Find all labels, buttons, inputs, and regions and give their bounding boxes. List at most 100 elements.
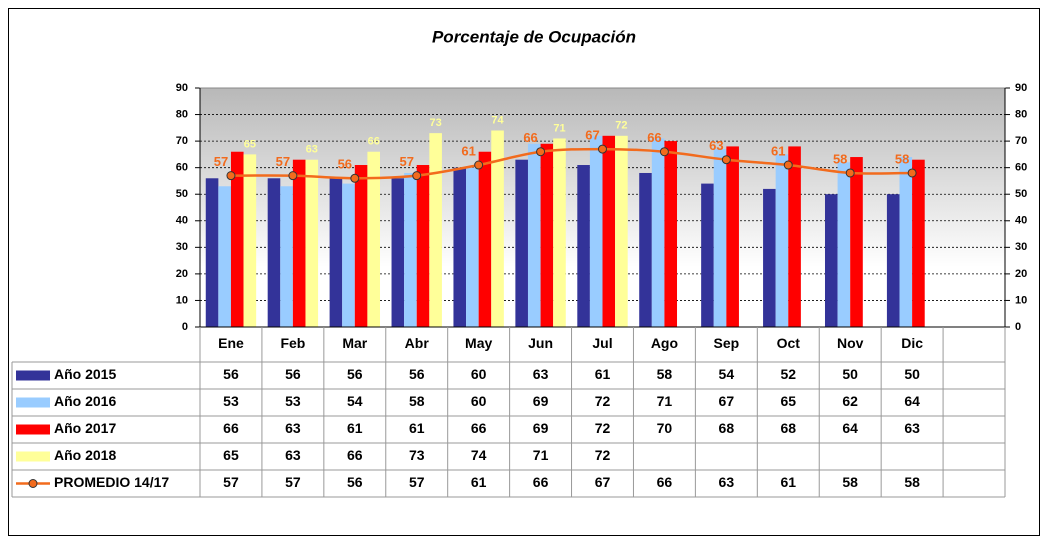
- legend-label: Año 2017: [54, 420, 116, 436]
- table-value: 61: [409, 420, 425, 436]
- table-value: 71: [657, 393, 673, 409]
- chart-title: Porcentaje de Ocupación: [432, 27, 636, 46]
- table-value: 50: [842, 366, 858, 382]
- bar: [305, 159, 319, 327]
- table-value: 58: [904, 474, 920, 490]
- bar: [615, 135, 628, 327]
- line-marker: [474, 160, 484, 170]
- bar: [589, 135, 603, 327]
- line-marker: [226, 171, 236, 181]
- bar: [788, 146, 801, 327]
- bar: [577, 165, 590, 327]
- y2-tick-label: 40: [1015, 215, 1027, 227]
- data-label: 66: [368, 136, 380, 148]
- y-tick-label: 0: [182, 321, 188, 333]
- table-value: 53: [223, 393, 239, 409]
- bar: [763, 188, 776, 327]
- bar: [824, 194, 838, 327]
- bar: [515, 159, 528, 327]
- y2-tick-label: 80: [1015, 108, 1027, 120]
- legend-key: [28, 479, 38, 488]
- x-tick-label: Feb: [280, 335, 305, 351]
- table-value: 58: [842, 474, 858, 490]
- line-marker: [721, 155, 731, 165]
- x-tick-label: Nov: [837, 335, 864, 351]
- table-value: 54: [347, 393, 363, 409]
- bar: [342, 183, 355, 327]
- y-tick-label: 80: [176, 108, 188, 120]
- x-tick-label: Ago: [651, 335, 678, 351]
- table-value: 63: [285, 420, 301, 436]
- table-value: 50: [904, 366, 920, 382]
- table-value: 56: [223, 366, 239, 382]
- x-tick-label: May: [465, 335, 492, 351]
- bar: [205, 178, 219, 327]
- y2-tick-label: 90: [1015, 82, 1027, 94]
- data-label: 61: [771, 143, 785, 158]
- y2-tick-label: 70: [1015, 135, 1027, 147]
- y-tick-label: 60: [176, 162, 188, 174]
- bar: [540, 143, 554, 327]
- bar: [218, 186, 231, 327]
- table-value: 74: [471, 447, 487, 463]
- table-value: 56: [347, 474, 363, 490]
- x-tick-label: Dic: [901, 335, 923, 351]
- bar: [850, 157, 863, 327]
- bar: [664, 141, 678, 327]
- legend-label: Año 2018: [54, 447, 116, 463]
- table-value: 72: [595, 420, 611, 436]
- table-value: 69: [533, 393, 549, 409]
- line-marker: [288, 171, 298, 181]
- legend-label: PROMEDIO 14/17: [54, 474, 169, 490]
- bar: [701, 183, 714, 327]
- table-value: 53: [285, 393, 301, 409]
- bar: [280, 186, 293, 327]
- table-value: 71: [533, 447, 549, 463]
- bar: [886, 194, 900, 327]
- line-marker: [536, 147, 546, 157]
- legend-label: Año 2015: [54, 366, 116, 382]
- table-value: 64: [842, 420, 858, 436]
- table-value: 73: [409, 447, 425, 463]
- line-marker: [659, 147, 669, 157]
- legend-key: [16, 424, 50, 435]
- table-value: 63: [285, 447, 301, 463]
- x-tick-label: Ene: [218, 335, 244, 351]
- bar: [726, 146, 739, 327]
- legend-key: [16, 397, 50, 408]
- line-marker: [845, 168, 855, 178]
- x-tick-label: Jun: [528, 335, 553, 351]
- bar: [651, 138, 665, 327]
- data-label: 57: [399, 154, 413, 169]
- data-label: 56: [338, 157, 352, 172]
- bar: [527, 143, 541, 327]
- y-tick-label: 40: [176, 215, 188, 227]
- table-value: 60: [471, 393, 487, 409]
- table-value: 63: [533, 366, 549, 382]
- bar: [429, 133, 442, 327]
- table-value: 66: [533, 474, 549, 490]
- y-tick-label: 50: [176, 188, 188, 200]
- data-label: 57: [276, 154, 290, 169]
- line-marker: [412, 171, 422, 181]
- table-value: 56: [347, 366, 363, 382]
- x-tick-label: Sep: [714, 335, 740, 351]
- bar: [713, 149, 727, 327]
- y-tick-label: 30: [176, 241, 188, 253]
- data-label: 65: [244, 138, 256, 150]
- table-value: 72: [595, 393, 611, 409]
- table-value: 62: [842, 393, 858, 409]
- table-value: 66: [657, 474, 673, 490]
- bar: [243, 154, 257, 327]
- x-tick-label: Oct: [777, 335, 801, 351]
- table-value: 57: [409, 474, 425, 490]
- x-tick-label: Abr: [405, 335, 430, 351]
- bar: [899, 157, 913, 327]
- y-tick-label: 20: [176, 268, 188, 280]
- table-value: 63: [904, 420, 920, 436]
- legend-key: [16, 451, 50, 462]
- line-marker: [598, 144, 607, 154]
- table-value: 61: [347, 420, 363, 436]
- data-label: 74: [491, 114, 504, 126]
